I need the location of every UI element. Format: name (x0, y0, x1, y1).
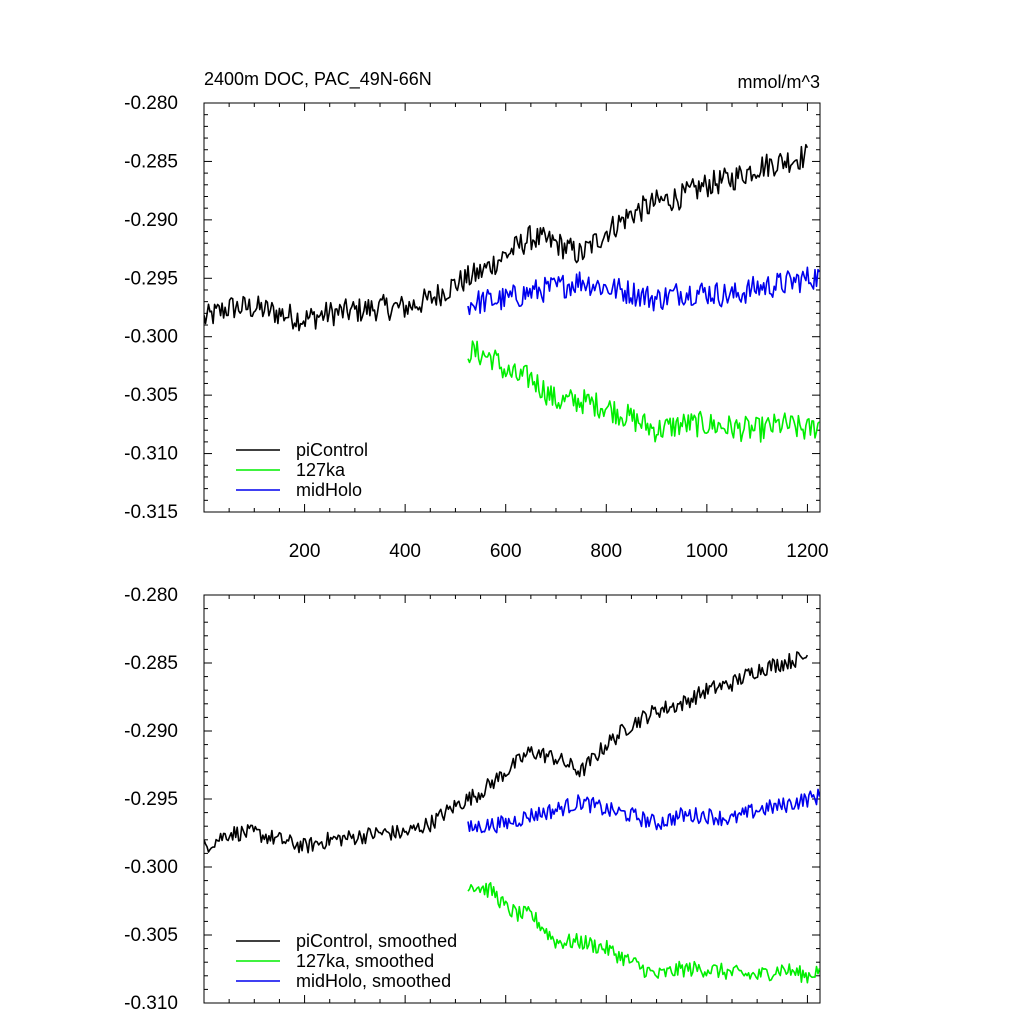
y-tick-label: -0.315 (124, 502, 178, 523)
series-line-2 (467, 340, 820, 443)
legend-label-1: piControl (296, 440, 368, 460)
legend-label-1: piControl, smoothed (296, 931, 457, 951)
y-tick-label: -0.280 (124, 585, 178, 606)
y-tick-label: -0.295 (124, 789, 178, 810)
series-line-1 (204, 651, 809, 854)
chart-panel-1: -0.280 -0.285 -0.290 -0.295 -0.300 -0.305 -0.3… (124, 69, 828, 562)
chart-title: 2400m DOC, PAC_49N-66N (204, 69, 432, 90)
legend-label-2: 127ka (296, 460, 346, 480)
x-tick-label: 200 (289, 541, 321, 562)
y-tick-label: -0.310 (124, 993, 178, 1014)
legend-label-3: midHolo, smoothed (296, 971, 451, 991)
plot-frame (203, 102, 821, 513)
x-tick-label: 1000 (686, 541, 728, 562)
y-tick-label: -0.295 (124, 268, 178, 289)
series-line-3 (467, 266, 820, 316)
legend-label-3: midHolo (296, 480, 362, 500)
x-tick-label: 400 (389, 541, 421, 562)
y-tick-label: -0.290 (124, 721, 178, 742)
chart-panel-2: -0.280 -0.285 -0.290 -0.295 -0.300 -0.305 -0.3… (124, 585, 821, 1014)
y-tick-label: -0.305 (124, 925, 178, 946)
series-line-3 (467, 788, 820, 834)
series-line-2 (467, 881, 820, 984)
y-tick-label: -0.285 (124, 151, 178, 172)
y-tick-label: -0.300 (124, 327, 178, 348)
y-tick-label: -0.290 (124, 210, 178, 231)
x-tick-label: 1200 (786, 541, 828, 562)
x-tick-label: 600 (490, 541, 522, 562)
x-tick-label: 800 (590, 541, 622, 562)
y-tick-label: -0.280 (124, 93, 178, 114)
legend-label-2: 127ka, smoothed (296, 951, 434, 971)
units-label: mmol/m^3 (738, 72, 820, 92)
y-tick-label: -0.305 (124, 385, 178, 406)
series-line-1 (204, 143, 809, 332)
y-tick-label: -0.300 (124, 857, 178, 878)
y-tick-label: -0.285 (124, 653, 178, 674)
y-tick-label: -0.310 (124, 444, 178, 465)
